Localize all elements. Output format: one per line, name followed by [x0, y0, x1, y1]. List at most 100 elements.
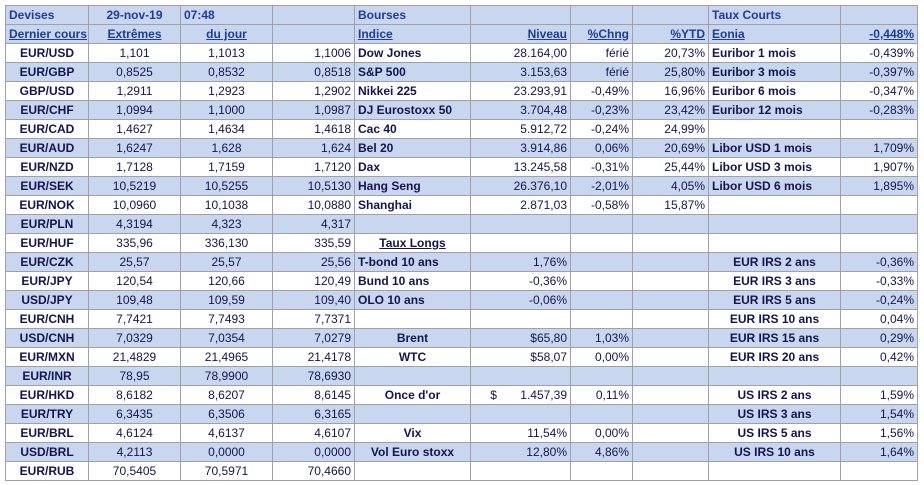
- table-cell: EUR/CNH: [5, 309, 89, 329]
- table-cell: EUR IRS 3 ans: [708, 271, 841, 291]
- table-cell: Eonia: [708, 24, 841, 44]
- table-cell: 21,4178: [272, 347, 355, 367]
- table-cell: 0,04%: [840, 309, 918, 329]
- table-cell: 6,3506: [180, 404, 273, 424]
- table-row: EUR/RUB 70,5405 70,5971 70,4660: [5, 461, 918, 481]
- table-cell: 120,49: [272, 271, 355, 291]
- table-row: USD/BRL 4,2113 0,0000 0,0000 Vol Euro stoxx 1…: [5, 442, 918, 462]
- table-cell: 1,4618: [272, 119, 355, 139]
- table-cell: 1,64%: [840, 442, 918, 462]
- table-cell: 1,4627: [88, 119, 181, 139]
- table-cell: -0,31%: [570, 157, 633, 177]
- table-cell: 0,42%: [840, 347, 918, 367]
- table-cell: 335,59: [272, 233, 355, 253]
- table-cell: US IRS 2 ans: [708, 385, 841, 405]
- table-cell: Dax: [354, 157, 471, 177]
- table-cell: [708, 366, 841, 386]
- table-cell: -0,283%: [840, 100, 918, 120]
- table-cell: 21,4829: [88, 347, 181, 367]
- table-cell: 10,0880: [272, 195, 355, 215]
- table-cell: -0,24%: [570, 119, 633, 139]
- table-cell: 78,9900: [180, 366, 273, 386]
- table-cell: 70,5405: [88, 461, 181, 481]
- table-row: EUR/MXN 21,4829 21,4965 21,4178 WTC $58,07 0,0…: [5, 347, 918, 367]
- table-cell: [632, 366, 709, 386]
- table-cell: 7,7371: [272, 309, 355, 329]
- table-cell: 07:48: [180, 5, 273, 25]
- table-cell: 1,907%: [840, 157, 918, 177]
- table-cell: 0,00%: [570, 423, 633, 443]
- table-cell: [632, 404, 709, 424]
- table-cell: 20,73%: [632, 43, 709, 63]
- table-cell: 10,5130: [272, 176, 355, 196]
- table-cell: EUR IRS 10 ans: [708, 309, 841, 329]
- table-cell: [354, 461, 471, 481]
- table-cell: [470, 461, 571, 481]
- table-row: EUR/CAD 1,4627 1,4634 1,4618 Cac 40 5.912,72-…: [5, 119, 918, 139]
- table-cell: 1,7120: [272, 157, 355, 177]
- table-row: EUR/CHF 1,0994 1,1000 1,0987 DJ Eurostoxx 50…: [5, 100, 918, 120]
- table-cell: [272, 24, 355, 44]
- table-row: EUR/INR 78,95 78,9900 78,6930: [5, 366, 918, 386]
- table-cell: EUR IRS 15 ans: [708, 328, 841, 348]
- table-cell: WTC: [354, 347, 471, 367]
- table-cell: 120,66: [180, 271, 273, 291]
- table-cell: EUR IRS 2 ans: [708, 252, 841, 272]
- table-cell: 336,130: [180, 233, 273, 253]
- table-cell: 1,2902: [272, 81, 355, 101]
- table-cell: Nikkei 225: [354, 81, 471, 101]
- table-cell: 1,628: [180, 138, 273, 158]
- table-cell: Dow Jones: [354, 43, 471, 63]
- table-cell: T-bond 10 ans: [354, 252, 471, 272]
- table-cell: US IRS 5 ans: [708, 423, 841, 443]
- table-cell: 4,323: [180, 214, 273, 234]
- table-cell: -2,01%: [570, 176, 633, 196]
- table-cell: 1,03%: [570, 328, 633, 348]
- table-cell: 7,0329: [88, 328, 181, 348]
- table-cell: 0,8532: [180, 62, 273, 82]
- table-cell: 1,624: [272, 138, 355, 158]
- table-cell: 25,57: [180, 252, 273, 272]
- table-cell: EUR/JPY: [5, 271, 89, 291]
- table-cell: 29-nov-19: [88, 5, 181, 25]
- table-cell: EUR/AUD: [5, 138, 89, 158]
- table-cell: [708, 195, 841, 215]
- table-cell: -0,439%: [840, 43, 918, 63]
- table-cell: 11,54%: [470, 423, 571, 443]
- table-cell: 109,40: [272, 290, 355, 310]
- table-cell: US IRS 3 ans: [708, 404, 841, 424]
- table-cell: $58,07: [470, 347, 571, 367]
- table-cell: EUR/SEK: [5, 176, 89, 196]
- table-cell: 10,0960: [88, 195, 181, 215]
- table-cell: 1,54%: [840, 404, 918, 424]
- table-cell: 23.293,91: [470, 81, 571, 101]
- table-cell: 7,7493: [180, 309, 273, 329]
- table-cell: -0,36%: [470, 271, 571, 291]
- table-cell: [570, 233, 633, 253]
- table-cell: [354, 366, 471, 386]
- table-cell: 4,3194: [88, 214, 181, 234]
- table-cell: Vix: [354, 423, 471, 443]
- table-cell: -0,397%: [840, 62, 918, 82]
- table-cell: Taux Courts: [708, 5, 841, 25]
- table-cell: $ 1.457,39: [470, 385, 571, 405]
- table-cell: 1,0994: [88, 100, 181, 120]
- table-row: EUR/PLN 4,3194 4,323 4,317: [5, 214, 918, 234]
- table-cell: 20,69%: [632, 138, 709, 158]
- table-cell: Euribor 12 mois: [708, 100, 841, 120]
- table-cell: [570, 252, 633, 272]
- table-cell: Libor USD 3 mois: [708, 157, 841, 177]
- table-cell: 4,2113: [88, 442, 181, 462]
- table-cell: 23,42%: [632, 100, 709, 120]
- table-row: EUR/BRL 4,6124 4,6137 4,6107 Vix 11,54% 0,00% U…: [5, 423, 918, 443]
- table-cell: EUR/GBP: [5, 62, 89, 82]
- table-cell: 0,06%: [570, 138, 633, 158]
- table-cell: 1,2911: [88, 81, 181, 101]
- table-cell: EUR/HUF: [5, 233, 89, 253]
- table-row: EUR/NZD 1,7128 1,7159 1,7120 Dax 13.245,58 -0,…: [5, 157, 918, 177]
- table-cell: 26.376,10: [470, 176, 571, 196]
- table-cell: 0,8525: [88, 62, 181, 82]
- table-cell: [632, 347, 709, 367]
- table-cell: 2.871,03: [470, 195, 571, 215]
- table-cell: Brent: [354, 328, 471, 348]
